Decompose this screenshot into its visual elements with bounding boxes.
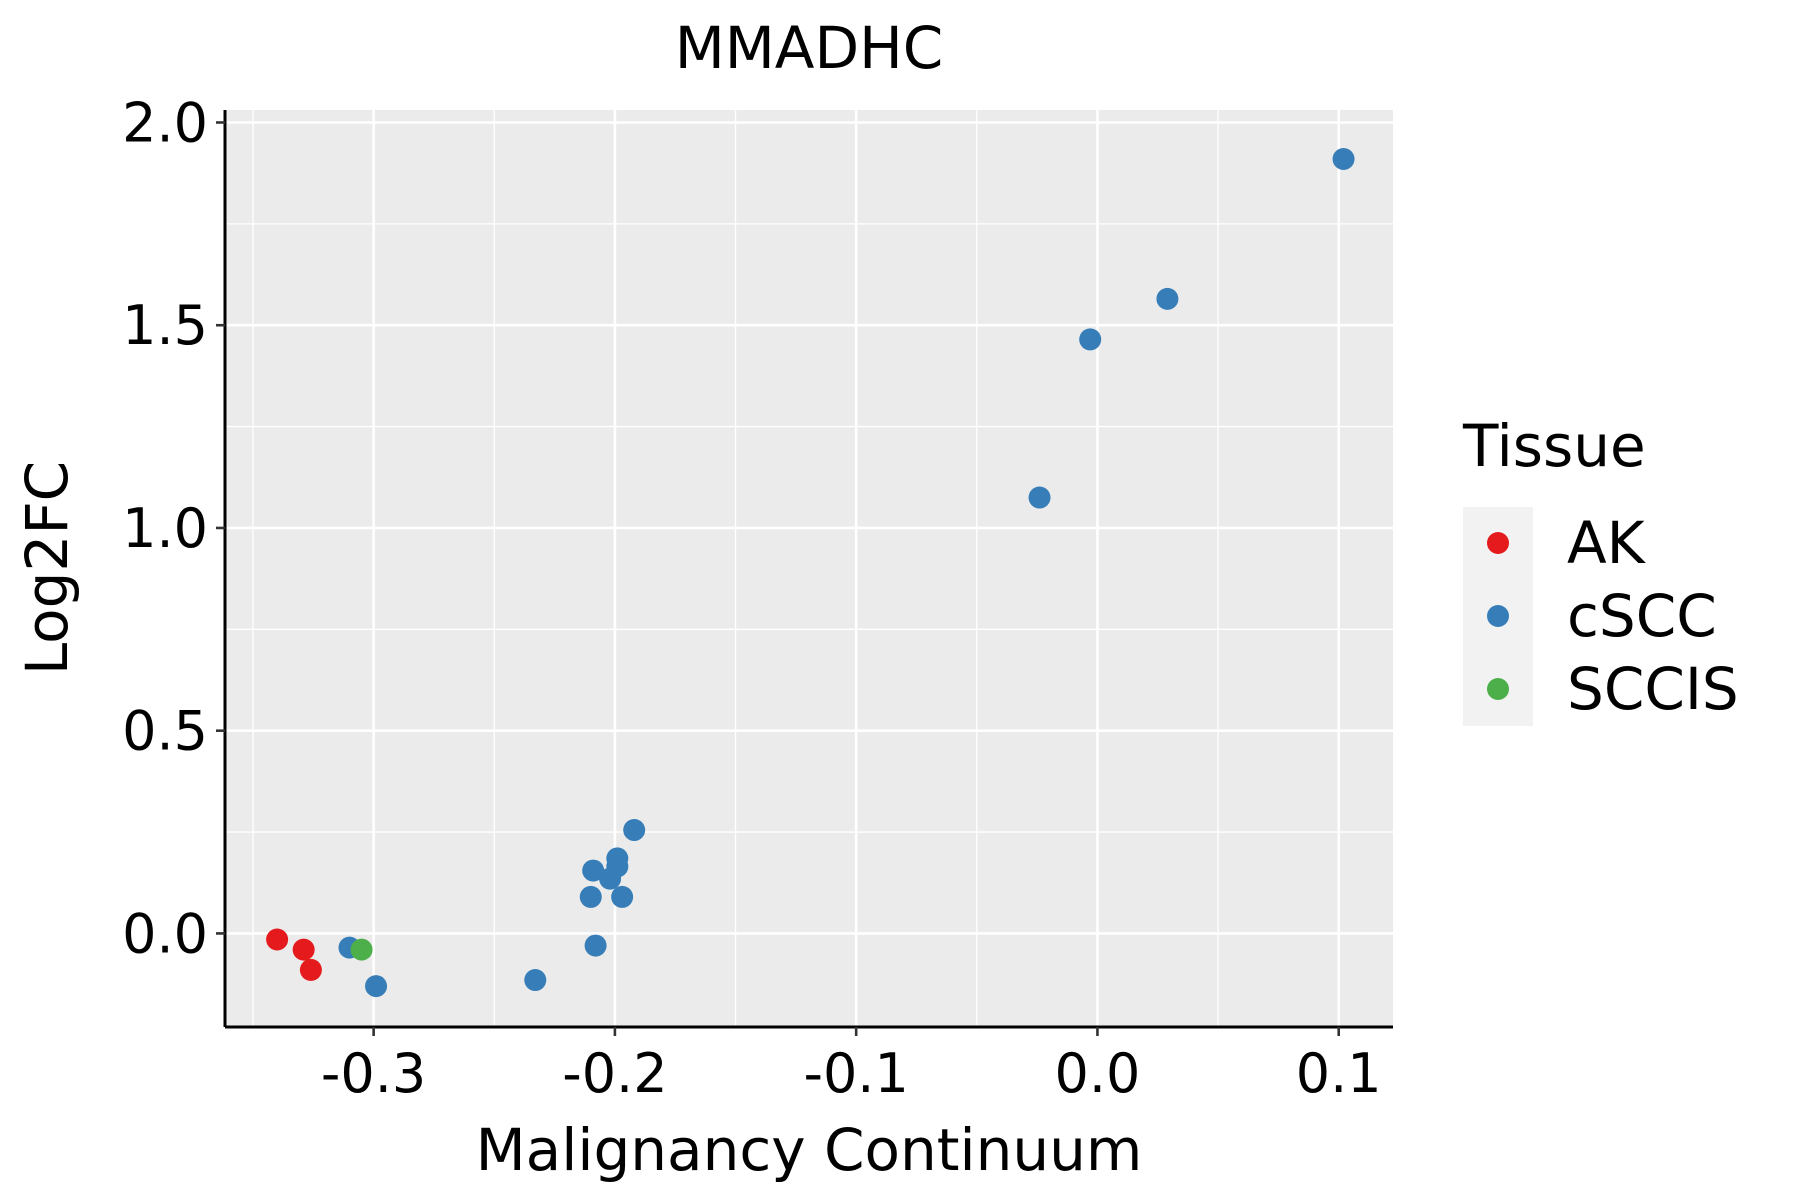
legend-label-sccis: SCCIS <box>1567 655 1739 723</box>
point-cscc <box>1332 147 1355 170</box>
point-cscc <box>1156 287 1179 310</box>
point-cscc <box>1028 486 1051 509</box>
y-tick-label: 0.5 <box>122 700 208 763</box>
point-cscc <box>584 934 607 957</box>
x-tick-label: 0.0 <box>1054 1042 1140 1105</box>
chart-title: MMADHC <box>675 14 944 82</box>
point-cscc <box>606 847 629 870</box>
x-axis-label: Malignancy Continuum <box>476 1116 1143 1184</box>
x-tick-label: -0.1 <box>803 1042 908 1105</box>
point-ak <box>266 928 289 951</box>
point-cscc <box>524 969 547 992</box>
point-cscc <box>1079 328 1102 351</box>
y-axis-label: Log2FC <box>13 461 81 675</box>
point-ak <box>299 958 322 981</box>
x-tick-label: -0.3 <box>321 1042 426 1105</box>
point-cscc <box>582 859 605 882</box>
y-tick-label: 2.0 <box>122 91 208 154</box>
x-tick-label: 0.1 <box>1296 1042 1382 1105</box>
legend-label-ak: AK <box>1567 509 1647 577</box>
y-tick-label: 0.0 <box>122 902 208 965</box>
legend-label-cscc: cSCC <box>1567 582 1717 650</box>
point-cscc <box>611 885 634 908</box>
x-tick-label: -0.2 <box>562 1042 667 1105</box>
y-tick-label: 1.0 <box>122 497 208 560</box>
legend-key-cscc <box>1487 605 1509 627</box>
grid-minor <box>225 110 1393 1027</box>
x-axis-ticks: -0.3 -0.2 -0.1 0.0 0.1 <box>321 1027 1382 1105</box>
plot-panel <box>225 110 1393 1027</box>
y-axis-ticks: 0.0 0.5 1.0 1.5 2.0 <box>122 91 225 965</box>
legend-title: Tissue <box>1462 412 1646 480</box>
data-points <box>266 147 1355 998</box>
point-ak <box>292 938 315 961</box>
point-cscc <box>579 885 602 908</box>
legend-key-sccis <box>1487 678 1509 700</box>
point-cscc <box>623 819 646 842</box>
point-cscc <box>365 975 388 998</box>
legend-key-ak <box>1487 532 1509 554</box>
y-tick-label: 1.5 <box>122 294 208 357</box>
point-sccis <box>350 938 373 961</box>
